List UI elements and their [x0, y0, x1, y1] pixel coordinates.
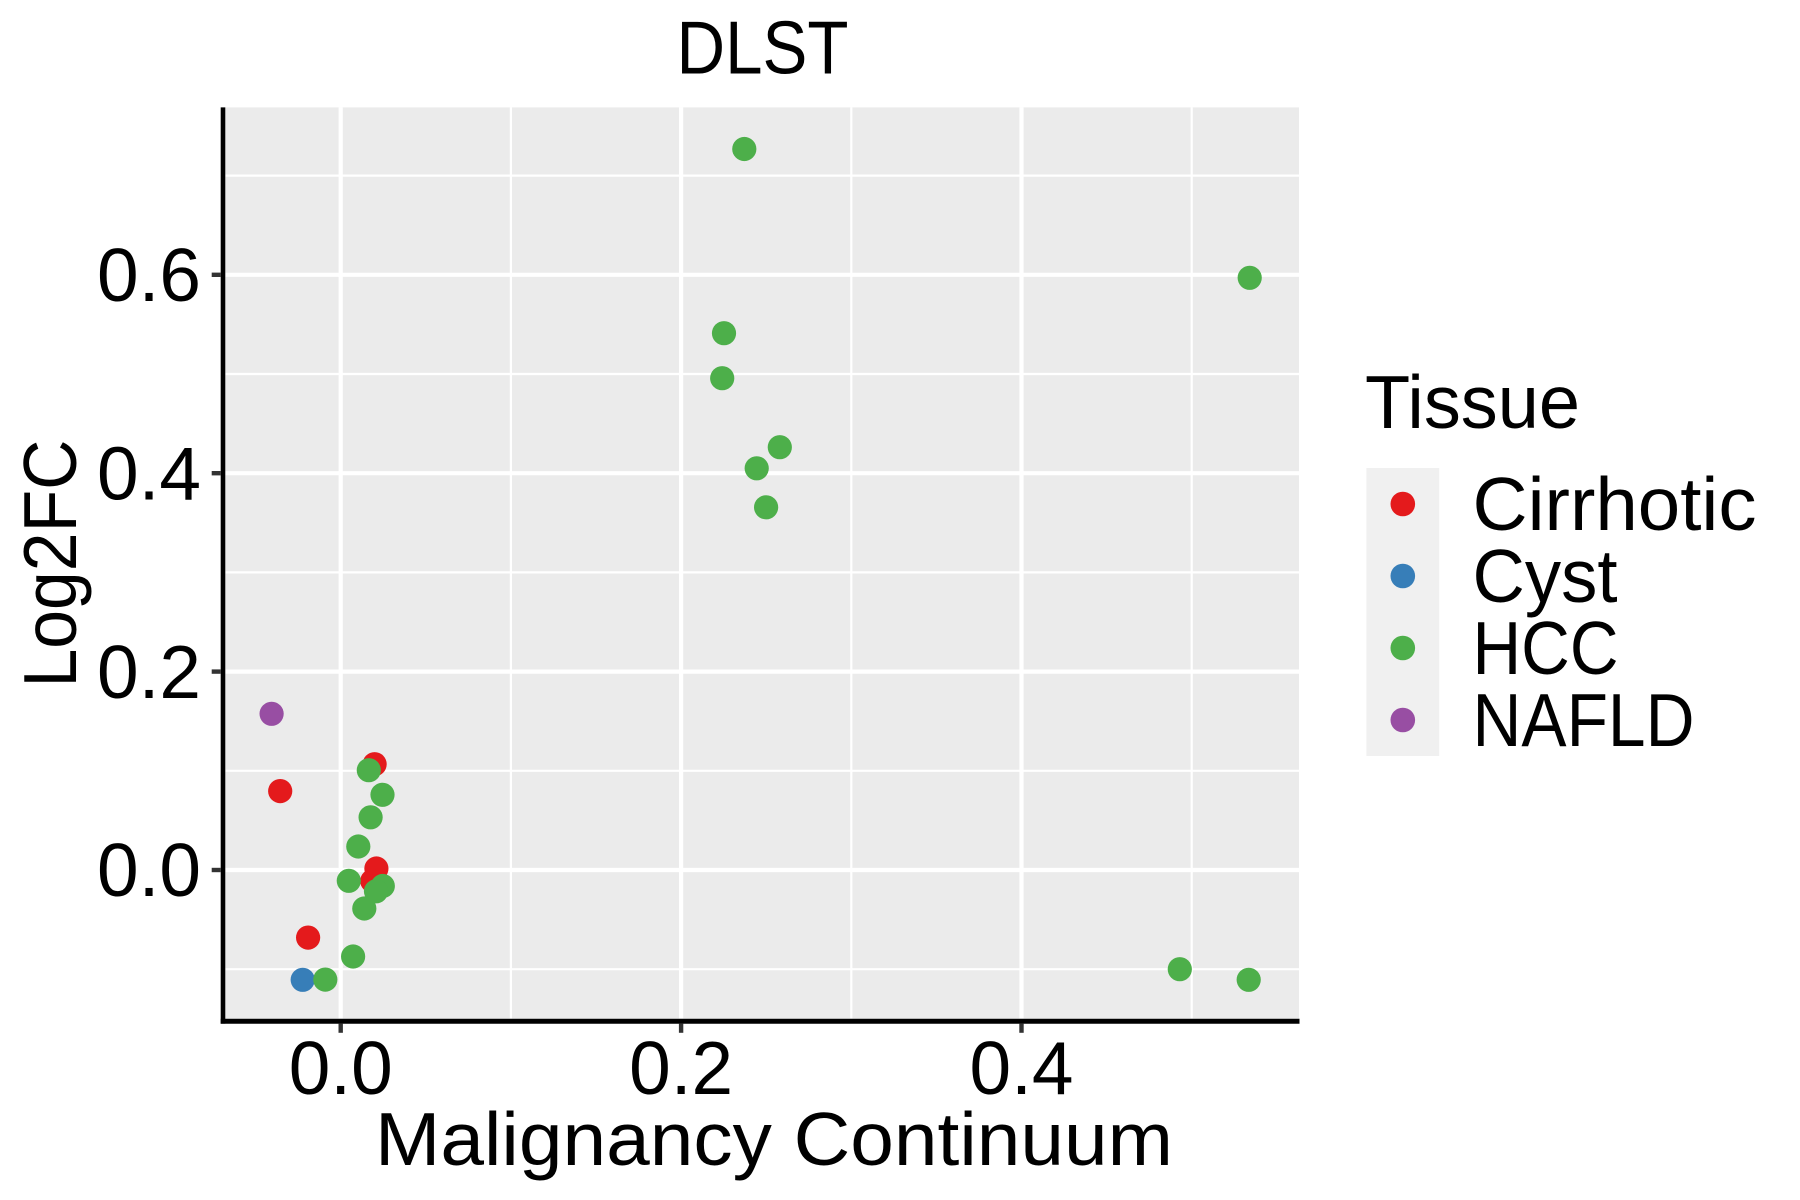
svg-text:Cirrhotic: Cirrhotic: [1473, 462, 1757, 546]
svg-text:0.6: 0.6: [97, 233, 201, 317]
svg-text:NAFLD: NAFLD: [1473, 678, 1695, 762]
svg-text:0.2: 0.2: [97, 630, 201, 714]
svg-text:0.4: 0.4: [97, 431, 201, 515]
svg-text:0.2: 0.2: [629, 1026, 733, 1110]
svg-text:HCC: HCC: [1473, 606, 1619, 690]
svg-text:0.0: 0.0: [97, 828, 201, 912]
svg-text:0.4: 0.4: [970, 1026, 1074, 1110]
svg-text:Cyst: Cyst: [1473, 534, 1618, 618]
svg-text:Tissue: Tissue: [1365, 360, 1580, 444]
svg-text:Log2FC: Log2FC: [8, 440, 92, 688]
svg-text:0.0: 0.0: [289, 1026, 393, 1110]
svg-text:DLST: DLST: [677, 6, 849, 90]
svg-text:Malignancy Continuum: Malignancy Continuum: [375, 1097, 1173, 1181]
